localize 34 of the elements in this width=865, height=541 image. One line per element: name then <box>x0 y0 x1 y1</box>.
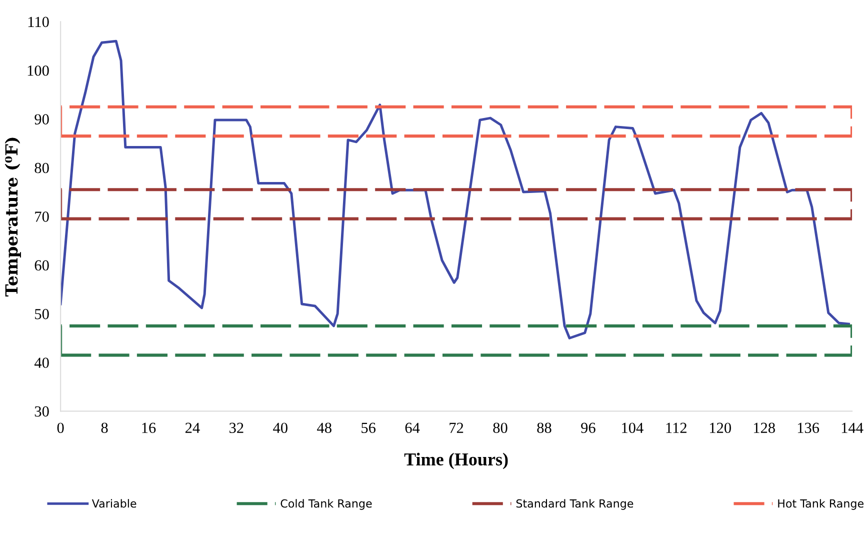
y-tick-label: 70 <box>35 212 49 222</box>
x-tick-label: 24 <box>185 422 200 433</box>
x-tick-label: 8 <box>101 422 108 434</box>
y-tick-label: 90 <box>34 114 49 124</box>
x-tick-label: 120 <box>710 422 731 434</box>
y-tick-label: 110 <box>28 16 49 28</box>
x-tick-label: 104 <box>622 422 644 434</box>
x-tick-label: 80 <box>493 422 508 434</box>
y-tick-label: 50 <box>35 308 49 320</box>
x-tick-label: 0 <box>57 422 64 434</box>
x-tick-label: 32 <box>230 422 244 434</box>
x-tick-label: 48 <box>317 422 332 434</box>
y-tick-label: 30 <box>34 406 49 417</box>
legend-label: Cold Tank Range <box>280 499 372 510</box>
y-axis-title: Temperature (⁰F) <box>4 138 21 296</box>
x-axis-title: Time (Hours) <box>404 452 508 470</box>
y-tick-label: 60 <box>34 260 49 271</box>
y-tick-label: 100 <box>28 65 49 76</box>
x-tick-label: 128 <box>754 422 775 434</box>
x-tick-label: 88 <box>537 422 552 434</box>
x-tick-label: 136 <box>798 422 820 434</box>
x-tick-label: 16 <box>142 422 156 434</box>
x-tick-label: 64 <box>405 422 420 434</box>
x-tick-label: 40 <box>273 422 288 434</box>
x-tick-label: 112 <box>666 422 686 433</box>
x-tick-label: 56 <box>362 422 376 434</box>
legend-label: Variable <box>92 499 136 508</box>
x-tick-label: 96 <box>581 422 596 434</box>
legend-label: Hot Tank Range <box>778 499 864 510</box>
legend-label: Standard Tank Range <box>516 499 634 510</box>
y-tick-label: 40 <box>34 358 49 368</box>
y-tick-label: 80 <box>34 162 49 174</box>
x-tick-label: 144 <box>842 422 864 433</box>
x-tick-label: 72 <box>450 422 464 433</box>
